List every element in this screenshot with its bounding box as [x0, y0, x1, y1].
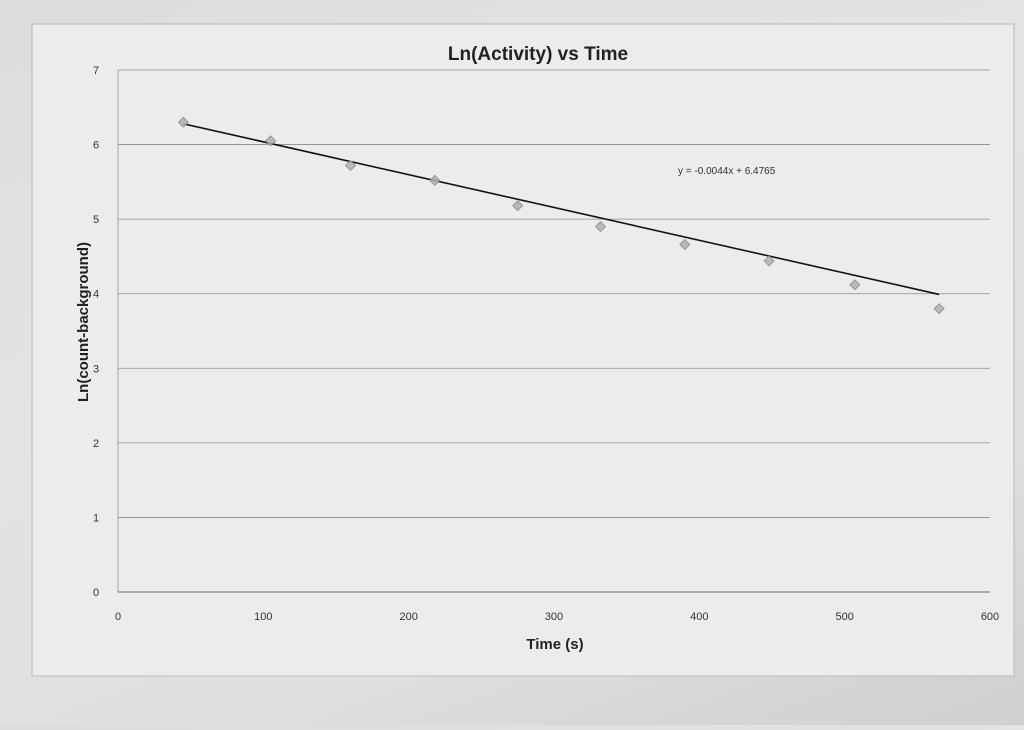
- y-tick-label: 1: [93, 512, 99, 524]
- data-point-diamond: [344, 159, 357, 172]
- y-tick-label: 2: [93, 438, 99, 450]
- x-tick-label: 500: [835, 611, 853, 623]
- x-tick-label: 300: [545, 611, 563, 623]
- y-tick-label: 3: [93, 363, 99, 375]
- trendline: [183, 123, 940, 296]
- x-tick-label: 400: [690, 611, 708, 623]
- y-axis-title: Ln(count-background): [75, 242, 92, 402]
- y-tick-label: 7: [93, 65, 99, 77]
- data-point-diamond: [177, 116, 189, 128]
- y-tick-label: 6: [93, 140, 99, 152]
- data-points: [177, 116, 945, 315]
- trendline-equation: y = -0.0044x + 6.4765: [678, 166, 776, 177]
- data-point-diamond: [512, 200, 524, 212]
- data-point-diamond: [679, 238, 691, 251]
- data-point-diamond: [594, 221, 607, 233]
- chart-area: [31, 23, 1015, 677]
- data-point-diamond: [933, 303, 945, 315]
- x-axis-title: Time (s): [526, 636, 583, 653]
- x-tick-label: 0: [115, 611, 121, 623]
- gridlines: [118, 69, 990, 518]
- y-tick-label: 0: [93, 587, 99, 599]
- tick-labels: 0 1 2 3 4 5 6 7 0 100 200 300 400 500 600: [93, 65, 999, 623]
- y-tick-label: 5: [93, 214, 99, 226]
- data-point-diamond: [849, 279, 861, 291]
- data-point-diamond: [429, 174, 441, 186]
- trendline-group: [183, 123, 940, 296]
- chart-title: Ln(Activity) vs Time: [448, 44, 628, 65]
- x-tick-label: 600: [981, 611, 999, 623]
- data-point-diamond: [763, 255, 775, 267]
- y-tick-label: 4: [93, 289, 99, 301]
- x-tick-label: 200: [399, 611, 417, 623]
- data-point-diamond: [265, 135, 277, 147]
- x-tick-label: 100: [254, 611, 272, 623]
